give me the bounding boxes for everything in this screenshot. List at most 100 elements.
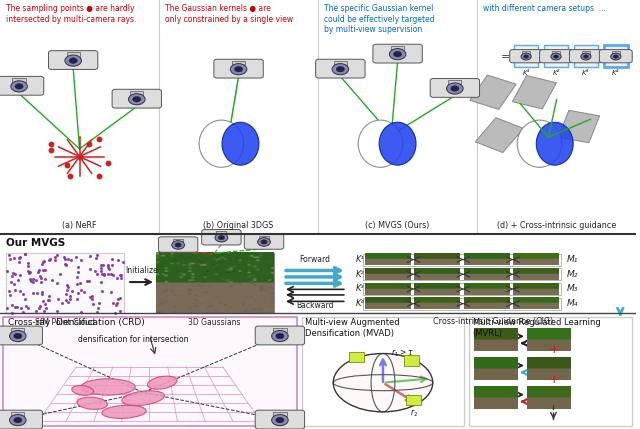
Point	[113, 257, 123, 264]
Point	[112, 300, 122, 307]
Text: K³: K³	[356, 284, 365, 293]
Circle shape	[13, 417, 22, 423]
Bar	[11, 328, 24, 332]
Circle shape	[172, 241, 184, 249]
Bar	[173, 239, 183, 242]
Point	[9, 280, 19, 287]
Text: Multi-view Regulated Learning
(MVRL): Multi-view Regulated Learning (MVRL)	[473, 318, 600, 338]
FancyBboxPatch shape	[214, 59, 263, 78]
Point	[62, 282, 72, 289]
Bar	[544, 45, 568, 67]
Point	[15, 272, 25, 279]
Point	[38, 266, 48, 273]
Text: with different camera setups  ...: with different camera setups ...	[483, 4, 606, 13]
Bar	[6, 253, 124, 313]
Text: M₁: M₁	[567, 255, 578, 264]
Ellipse shape	[517, 120, 562, 167]
Circle shape	[584, 55, 588, 58]
Bar	[522, 51, 530, 54]
Point	[36, 279, 46, 286]
Circle shape	[175, 243, 181, 247]
Point	[10, 304, 20, 311]
Bar	[363, 268, 561, 281]
Point	[63, 284, 73, 291]
Point	[95, 265, 106, 272]
Text: K⁴: K⁴	[356, 299, 365, 308]
Point	[31, 276, 41, 283]
FancyBboxPatch shape	[49, 51, 98, 69]
Polygon shape	[558, 110, 600, 143]
Point	[103, 262, 113, 269]
Point	[96, 268, 106, 275]
Point	[34, 305, 44, 311]
Point	[99, 272, 109, 278]
Point	[60, 297, 70, 304]
Circle shape	[230, 63, 247, 75]
Point	[2, 304, 12, 311]
Point	[107, 261, 117, 268]
Point	[96, 261, 106, 268]
Bar	[404, 355, 419, 366]
FancyBboxPatch shape	[570, 50, 602, 63]
Bar	[363, 298, 561, 310]
Point	[72, 296, 82, 302]
Circle shape	[581, 53, 591, 60]
Bar	[259, 236, 269, 239]
Bar	[216, 231, 227, 235]
Point	[60, 256, 70, 263]
Point	[85, 252, 95, 259]
Point	[115, 308, 125, 315]
Point	[25, 268, 35, 275]
Circle shape	[554, 55, 559, 58]
Point	[92, 251, 102, 258]
Point	[8, 269, 19, 276]
Point	[53, 295, 63, 302]
Circle shape	[11, 81, 28, 92]
Circle shape	[69, 58, 77, 63]
Point	[4, 252, 15, 259]
Circle shape	[10, 414, 26, 426]
Circle shape	[447, 83, 463, 94]
Point	[84, 266, 95, 273]
Text: Cross-intrinsic Guidance (CIG): Cross-intrinsic Guidance (CIG)	[433, 317, 553, 326]
Point	[97, 288, 108, 295]
Point	[57, 299, 67, 306]
Point	[92, 270, 102, 277]
Point	[2, 268, 12, 275]
Point	[47, 277, 57, 284]
Bar	[363, 283, 561, 295]
Point	[63, 299, 73, 305]
Bar	[552, 51, 560, 54]
Point	[116, 274, 126, 281]
Point	[76, 308, 86, 315]
Point	[65, 257, 76, 263]
Text: Backward: Backward	[296, 300, 333, 309]
FancyBboxPatch shape	[600, 50, 632, 63]
Circle shape	[521, 53, 531, 60]
Bar	[448, 80, 461, 85]
Ellipse shape	[122, 391, 164, 405]
FancyBboxPatch shape	[0, 326, 42, 345]
Point	[87, 293, 97, 300]
Point	[61, 291, 71, 298]
Point	[41, 304, 51, 311]
Circle shape	[215, 233, 228, 242]
Text: K⁴: K⁴	[612, 69, 620, 76]
Point	[37, 261, 47, 268]
Point	[14, 259, 24, 266]
Point	[115, 271, 125, 278]
Bar	[612, 51, 620, 54]
Point	[52, 252, 62, 259]
Circle shape	[258, 238, 270, 246]
Point	[13, 276, 23, 283]
Point	[24, 270, 35, 277]
Bar	[3, 317, 297, 426]
Ellipse shape	[102, 405, 147, 418]
FancyBboxPatch shape	[244, 234, 284, 249]
Ellipse shape	[333, 353, 433, 412]
Point	[87, 295, 97, 302]
Circle shape	[261, 240, 267, 244]
Circle shape	[389, 48, 406, 60]
Bar	[11, 412, 24, 416]
Text: (c) MVGS (Ours): (c) MVGS (Ours)	[365, 221, 430, 230]
